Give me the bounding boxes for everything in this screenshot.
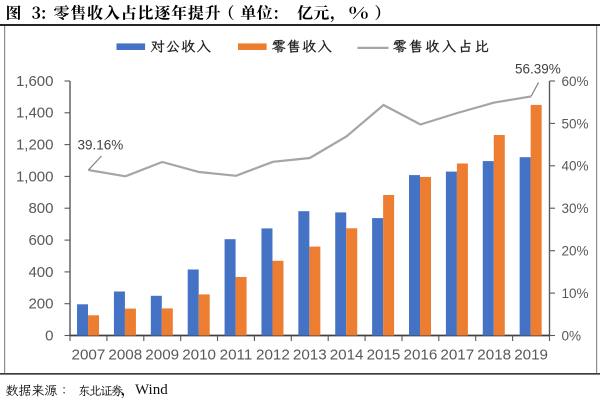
- svg-text:2007: 2007: [72, 346, 106, 363]
- svg-text:39.16%: 39.16%: [78, 138, 124, 153]
- svg-text:1,600: 1,600: [16, 73, 54, 90]
- svg-text:800: 800: [28, 200, 53, 217]
- svg-text:Wind: Wind: [135, 382, 168, 398]
- svg-text:400: 400: [28, 264, 53, 281]
- svg-text:2018: 2018: [477, 346, 511, 363]
- svg-text:2016: 2016: [404, 346, 438, 363]
- svg-text:60%: 60%: [562, 74, 589, 89]
- svg-text:2012: 2012: [256, 346, 290, 363]
- svg-text:2014: 2014: [330, 346, 364, 363]
- svg-text:40%: 40%: [562, 159, 589, 174]
- svg-text:200: 200: [28, 296, 53, 313]
- svg-text:2009: 2009: [145, 346, 179, 363]
- svg-text:600: 600: [28, 232, 53, 249]
- svg-text:2019: 2019: [514, 346, 548, 363]
- svg-text:1,200: 1,200: [16, 137, 54, 154]
- svg-text:2011: 2011: [220, 346, 253, 363]
- svg-text:2015: 2015: [367, 346, 401, 363]
- svg-text:0: 0: [45, 327, 53, 344]
- svg-text:30%: 30%: [562, 201, 589, 216]
- svg-text:56.39%: 56.39%: [515, 62, 561, 77]
- svg-text:50%: 50%: [562, 116, 589, 131]
- svg-text:2008: 2008: [108, 346, 142, 363]
- svg-text:1,400: 1,400: [16, 105, 54, 122]
- svg-text:10%: 10%: [562, 286, 589, 301]
- svg-text:1,000: 1,000: [16, 168, 54, 185]
- svg-text:2010: 2010: [182, 346, 216, 363]
- svg-text:0%: 0%: [562, 328, 582, 343]
- svg-text:2013: 2013: [293, 346, 327, 363]
- svg-text:20%: 20%: [562, 244, 589, 259]
- svg-text:2017: 2017: [440, 346, 474, 363]
